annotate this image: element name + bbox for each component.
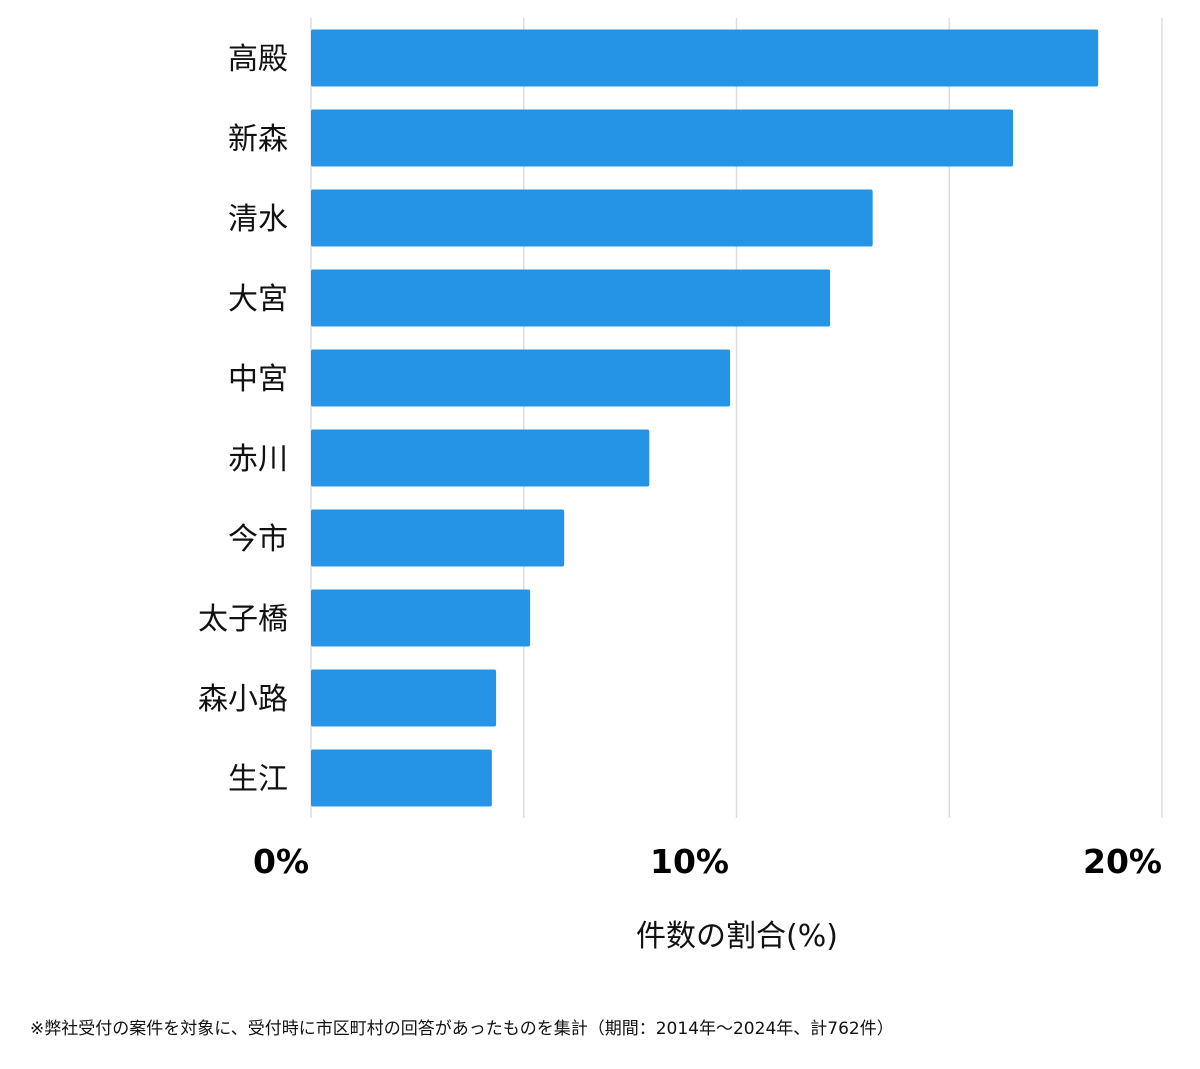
category-label: 清水 xyxy=(228,202,288,237)
category-label: 森小路 xyxy=(198,682,288,717)
x-tick-label: 0% xyxy=(253,842,309,881)
x-tick-label: 10% xyxy=(650,842,729,881)
bar xyxy=(311,589,531,647)
category-label: 生江 xyxy=(228,762,288,797)
category-label: 今市 xyxy=(228,522,288,557)
category-label: 中宮 xyxy=(228,362,288,397)
bar xyxy=(311,29,1099,87)
x-axis-title: 件数の割合(%) xyxy=(636,919,838,954)
bar xyxy=(311,109,1014,167)
category-label: 高殿 xyxy=(228,42,288,77)
bar xyxy=(311,669,497,727)
bar xyxy=(311,429,650,487)
bars xyxy=(311,29,1099,807)
bar xyxy=(311,269,831,327)
category-label: 赤川 xyxy=(228,442,288,477)
bar xyxy=(311,189,873,247)
bar xyxy=(311,349,731,407)
category-label: 太子橋 xyxy=(198,602,288,637)
category-label: 新森 xyxy=(228,122,288,157)
x-tick-labels: 0% 10% 20% xyxy=(253,842,1162,881)
category-label: 大宮 xyxy=(228,282,288,317)
bar xyxy=(311,749,492,807)
footnote: ※弊社受付の案件を対象に、受付時に市区町村の回答があったものを集計（期間：201… xyxy=(30,1019,894,1039)
bar xyxy=(311,509,565,567)
x-tick-label: 20% xyxy=(1083,842,1162,881)
